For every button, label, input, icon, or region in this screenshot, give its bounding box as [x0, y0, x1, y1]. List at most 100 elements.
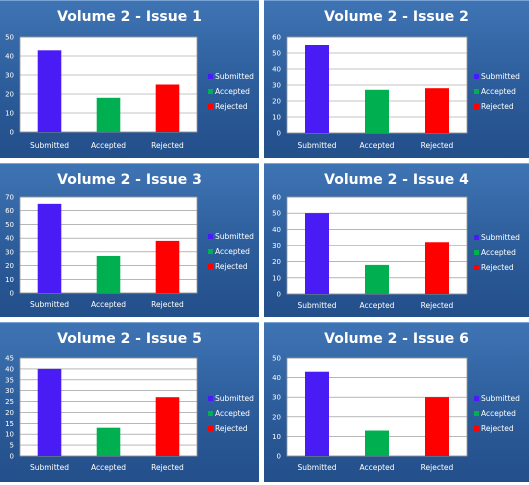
y-tick-label: 20 [272, 413, 281, 421]
legend-label: Accepted [481, 248, 516, 257]
y-tick-label: 50 [272, 50, 281, 58]
y-tick-label: 10 [272, 274, 281, 282]
x-tick-label: Submitted [298, 463, 337, 472]
y-tick-label: 30 [272, 394, 281, 402]
y-tick-label: 40 [5, 53, 14, 61]
x-tick-label: Accepted [360, 301, 395, 310]
x-tick-label: Rejected [151, 463, 184, 472]
legend-label: Submitted [215, 232, 254, 241]
y-tick-label: 0 [277, 130, 281, 138]
bar-accepted [365, 89, 389, 133]
chart-svg: 0 10 20 30 40 50 Submitted Accepted Rejected Subm… [5, 34, 254, 151]
legend-swatch [208, 74, 213, 79]
legend-label: Accepted [481, 409, 516, 418]
chart-panel-2: Volume 2 - Issue 2 0 10 20 30 40 50 60 Submitte… [264, 0, 529, 158]
y-tick-label: 50 [5, 34, 14, 42]
chart-title: Volume 2 - Issue 2 [324, 9, 469, 25]
chart-panel-3: Volume 2 - Issue 3 0 10 20 30 40 50 60 70 Submit… [0, 163, 259, 317]
legend-label: Submitted [215, 394, 254, 403]
chart-panel-5: Volume 2 - Issue 5 0 5 10 15 20 25 30 35 40 45 Sub… [0, 322, 259, 482]
bar-rejected [425, 242, 449, 294]
legend-swatch [474, 265, 479, 270]
legend-swatch [474, 411, 479, 416]
chart-svg: 0 10 20 30 40 50 Submitted Accepted Rejected Subm… [272, 355, 520, 473]
y-tick-label: 60 [5, 207, 14, 215]
x-tick-label: Submitted [298, 141, 337, 150]
x-tick-label: Submitted [30, 141, 69, 150]
legend-swatch [474, 104, 479, 109]
bar-rejected [425, 397, 449, 456]
bar-submitted [305, 213, 329, 294]
y-tick-label: 50 [272, 355, 281, 363]
chart-title: Volume 2 - Issue 1 [57, 9, 202, 25]
y-tick-label: 60 [272, 34, 281, 42]
chart-title: Volume 2 - Issue 5 [57, 331, 202, 347]
chart-panel-6: Volume 2 - Issue 6 0 10 20 30 40 50 Submitted A… [264, 322, 529, 482]
y-tick-label: 45 [5, 355, 14, 363]
bar-accepted [96, 427, 121, 456]
y-tick-label: 0 [10, 453, 14, 461]
legend-label: Rejected [481, 102, 514, 111]
y-tick-label: 50 [5, 221, 14, 229]
x-tick-label: Accepted [91, 300, 126, 309]
chart-svg: 0 5 10 15 20 25 30 35 40 45 Submitted Accepted Rejec… [5, 355, 254, 473]
legend-swatch [208, 264, 213, 269]
legend-swatch [208, 396, 213, 401]
y-tick-label: 10 [272, 433, 281, 441]
bar-submitted [305, 371, 329, 456]
legend-swatch [208, 249, 213, 254]
chart-svg: 0 10 20 30 40 50 60 Submitted Accepted Rejected Su… [272, 34, 520, 151]
y-tick-label: 0 [277, 291, 281, 299]
legend-swatch [474, 89, 479, 94]
x-tick-label: Rejected [151, 300, 184, 309]
x-tick-label: Rejected [421, 463, 454, 472]
y-tick-label: 30 [272, 242, 281, 250]
y-tick-label: 35 [5, 376, 14, 384]
chart-panel-4: Volume 2 - Issue 4 0 10 20 30 40 50 60 Submitte… [264, 163, 529, 317]
bar-rejected [155, 397, 180, 456]
legend-swatch [208, 234, 213, 239]
x-tick-label: Rejected [421, 301, 454, 310]
chart-svg: 0 10 20 30 40 50 60 70 Submitted Accepted Rejected… [5, 194, 254, 310]
chart-title: Volume 2 - Issue 3 [57, 172, 202, 188]
legend-swatch [474, 74, 479, 79]
x-tick-label: Accepted [360, 141, 395, 150]
legend-swatch [474, 250, 479, 255]
y-tick-label: 40 [272, 374, 281, 382]
legend-label: Rejected [481, 424, 514, 433]
bar-submitted [37, 368, 62, 456]
y-tick-label: 10 [5, 276, 14, 284]
x-tick-label: Rejected [421, 141, 454, 150]
chart-panel-1: Volume 2 - Issue 1 0 10 20 30 40 50 Submitted A… [0, 0, 259, 158]
x-tick-label: Accepted [91, 463, 126, 472]
y-tick-label: 40 [5, 365, 14, 373]
bar-submitted [305, 45, 329, 133]
y-tick-label: 5 [10, 442, 14, 450]
y-tick-label: 30 [5, 72, 14, 80]
legend-label: Rejected [481, 263, 514, 272]
x-tick-label: Submitted [298, 301, 337, 310]
y-tick-label: 30 [5, 248, 14, 256]
legend-swatch [474, 396, 479, 401]
legend-label: Submitted [481, 72, 520, 81]
legend-label: Accepted [215, 409, 250, 418]
y-tick-label: 10 [5, 110, 14, 118]
x-tick-label: Accepted [91, 141, 126, 150]
legend-swatch [208, 411, 213, 416]
legend-label: Accepted [481, 87, 516, 96]
bar-submitted [37, 50, 62, 132]
y-tick-label: 20 [5, 262, 14, 270]
bar-rejected [155, 240, 180, 293]
x-tick-label: Accepted [360, 463, 395, 472]
legend-label: Accepted [215, 247, 250, 256]
legend-label: Rejected [215, 424, 248, 433]
y-tick-label: 10 [272, 114, 281, 122]
legend-swatch [208, 89, 213, 94]
legend-label: Rejected [215, 102, 248, 111]
y-tick-label: 40 [5, 235, 14, 243]
legend-swatch [208, 426, 213, 431]
bar-accepted [96, 255, 121, 293]
legend-label: Submitted [481, 394, 520, 403]
bar-accepted [365, 430, 389, 456]
y-tick-label: 20 [5, 409, 14, 417]
